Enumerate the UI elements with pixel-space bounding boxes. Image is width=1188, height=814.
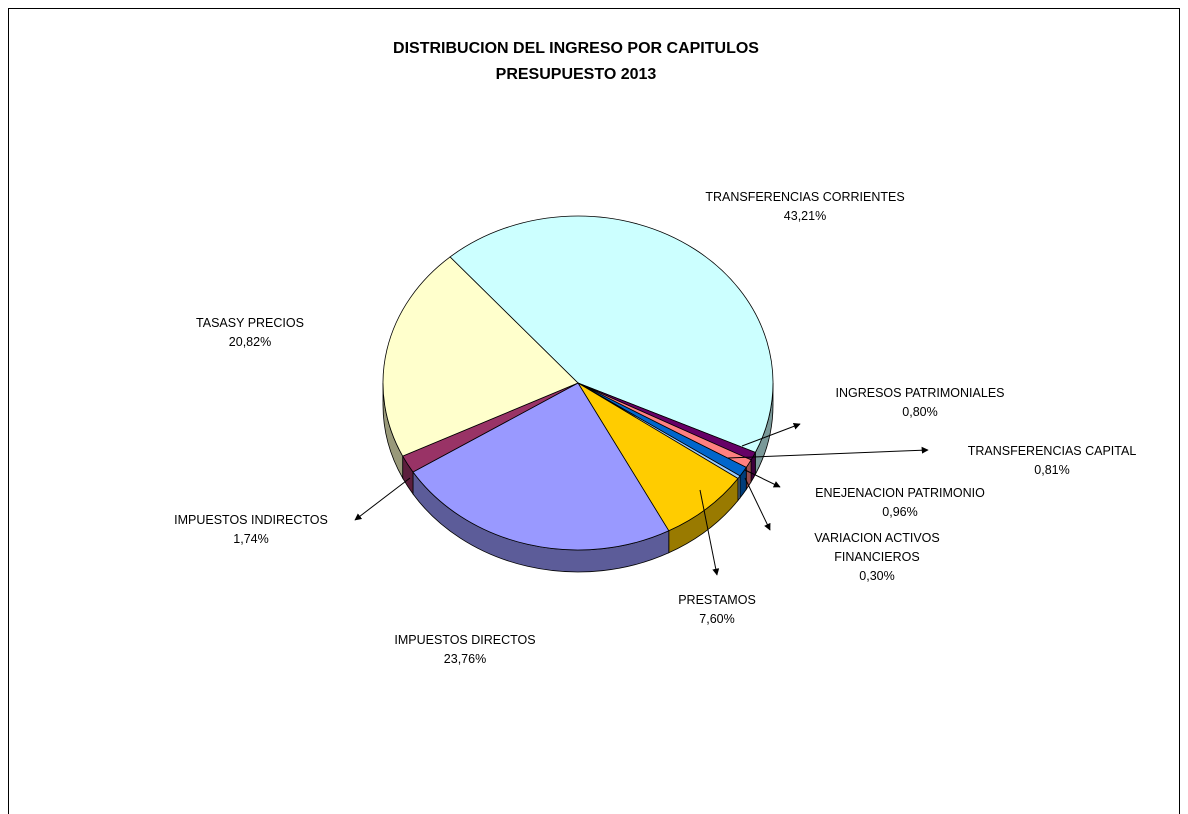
value-label: 43,21% — [783, 209, 827, 223]
value-label: 7,60% — [699, 612, 735, 626]
slice — [382, 256, 579, 457]
value-label: 0,96% — [882, 505, 918, 519]
chart-title: DISTRIBUCION DEL INGRESO POR CAPITULOS — [393, 40, 759, 57]
value-label: 0,30% — [859, 569, 895, 583]
value-label: 0,81% — [1034, 463, 1070, 477]
value-label: 0,80% — [902, 405, 938, 419]
data-label: PRESTAMOS 7,60% — [657, 591, 777, 629]
slice — [412, 382, 670, 551]
leader-line — [744, 477, 771, 531]
data-label: TRANSFERENCIAS CAPITAL 0,81% — [942, 442, 1162, 480]
data-label: VARIACION ACTIVOS FINANCIEROS 0,30% — [792, 529, 962, 586]
category-label: IMPUESTOS INDIRECTOS — [174, 513, 328, 527]
leader-line — [727, 446, 929, 459]
slice — [449, 215, 774, 453]
category-label: TASASY PRECIOS — [196, 316, 304, 330]
data-label: IMPUESTOS INDIRECTOS 1,74% — [141, 511, 361, 549]
category-label: TRANSFERENCIAS CORRIENTES — [705, 190, 905, 204]
category-label: IMPUESTOS DIRECTOS — [394, 633, 536, 647]
value-label: 1,74% — [233, 532, 269, 546]
category-label: ENEJENACION PATRIMONIO — [815, 486, 985, 500]
leader-line — [699, 489, 720, 576]
category-label: VARIACION ACTIVOS FINANCIEROS — [814, 531, 940, 564]
category-label: PRESTAMOS — [678, 593, 756, 607]
data-label: ENEJENACION PATRIMONIO 0,96% — [790, 484, 1010, 522]
leader-line — [354, 477, 411, 521]
slice — [577, 382, 739, 532]
value-label: 23,76% — [443, 652, 487, 666]
category-label: TRANSFERENCIAS CAPITAL — [967, 444, 1137, 458]
leader-line — [741, 422, 801, 447]
data-label: TRANSFERENCIAS CORRIENTES 43,21% — [675, 188, 935, 226]
chart-subtitle: PRESUPUESTO 2013 — [496, 66, 657, 83]
data-label: INGRESOS PATRIMONIALES 0,80% — [810, 384, 1030, 422]
value-label: 20,82% — [228, 335, 272, 349]
leader-line — [744, 469, 781, 488]
data-label: TASASY PRECIOS 20,82% — [140, 314, 360, 352]
data-label: IMPUESTOS DIRECTOS 23,76% — [355, 631, 575, 669]
category-label: INGRESOS PATRIMONIALES — [835, 386, 1005, 400]
